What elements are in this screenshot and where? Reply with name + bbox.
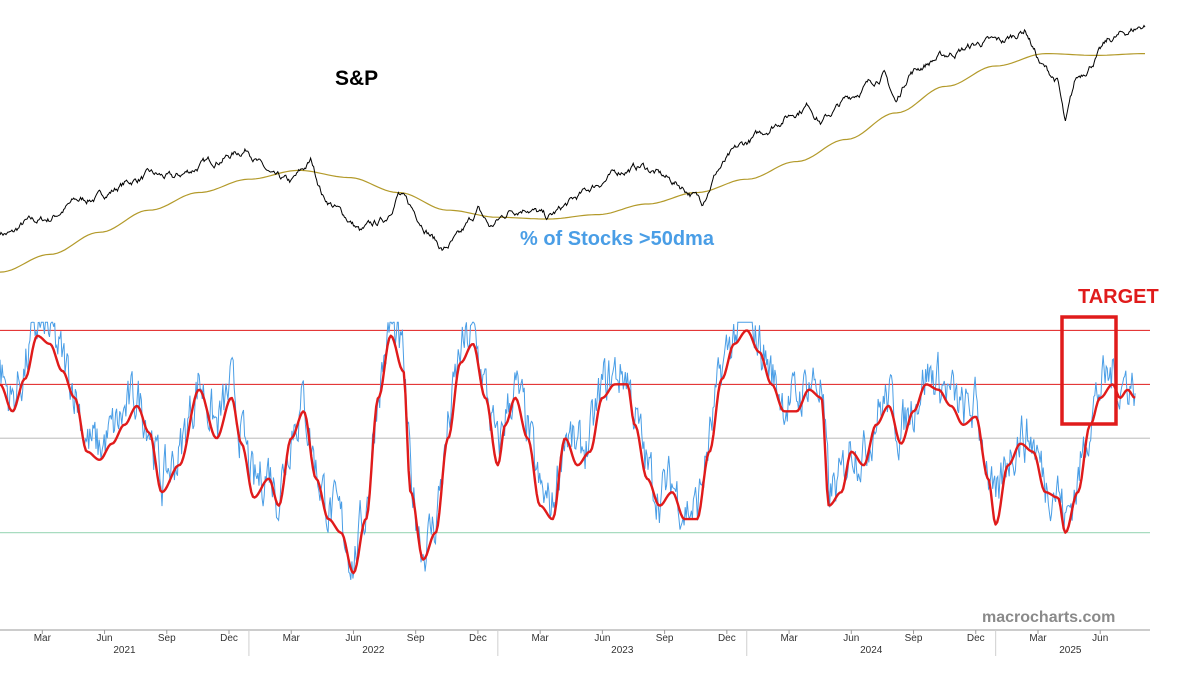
x-tick-month: Jun <box>594 633 610 644</box>
x-tick-month: Sep <box>656 633 674 644</box>
x-tick-year: 2023 <box>611 645 634 656</box>
x-tick-month: Mar <box>34 633 52 644</box>
x-tick-year: 2025 <box>1059 645 1082 656</box>
sp-panel: S&P <box>0 24 1146 273</box>
x-tick-month: Jun <box>345 633 361 644</box>
x-tick-month: Sep <box>158 633 176 644</box>
sp-price-line <box>0 24 1146 252</box>
target-label: TARGET <box>1078 286 1159 308</box>
x-tick-month: Jun <box>1092 633 1108 644</box>
watermark: macrocharts.com <box>982 609 1115 626</box>
sp-label: S&P <box>335 67 378 90</box>
x-axis: Mar Jun Sep Dec Mar Jun Sep Dec Mar Jun Sep Dec Mar J… <box>0 629 1150 656</box>
x-tick-year: 2024 <box>860 645 883 656</box>
x-tick-month: Dec <box>220 633 238 644</box>
target-box <box>1060 315 1118 426</box>
x-tick-month: Mar <box>532 633 550 644</box>
x-tick-year: 2022 <box>362 645 385 656</box>
sp-200dma-line <box>0 53 1145 273</box>
x-tick-year: 2021 <box>113 645 136 656</box>
x-tick-month: Mar <box>780 633 798 644</box>
pct-raw-line <box>0 321 1136 580</box>
x-tick-month: Jun <box>843 633 859 644</box>
breadth-label: % of Stocks >50dma <box>520 228 715 250</box>
x-tick-month: Dec <box>967 633 985 644</box>
x-tick-month: Dec <box>718 633 736 644</box>
pct-smoothed-line <box>0 329 1136 575</box>
breadth-panel: TARGET <box>0 286 1159 580</box>
x-tick-month: Sep <box>905 633 923 644</box>
x-tick-month: Mar <box>1029 633 1047 644</box>
x-tick-month: Mar <box>283 633 301 644</box>
x-tick-month: Dec <box>469 633 487 644</box>
x-tick-month: Sep <box>407 633 425 644</box>
x-tick-month: Jun <box>96 633 112 644</box>
